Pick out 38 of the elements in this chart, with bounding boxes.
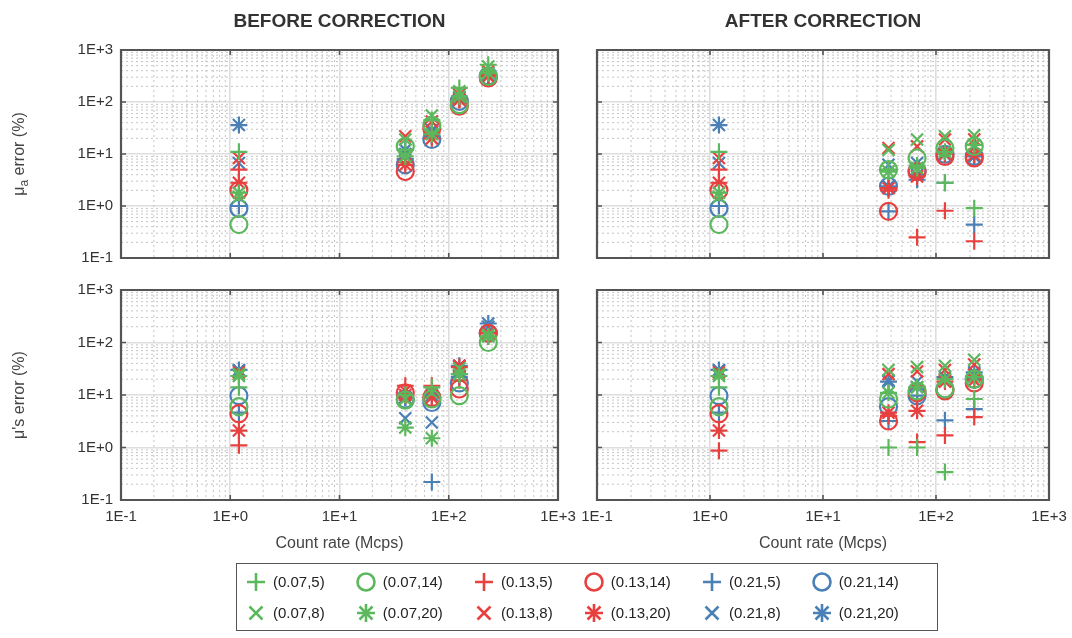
legend-label: (0.21,14) xyxy=(838,573,899,590)
y-tick-label: 1E+0 xyxy=(77,196,113,214)
y-tick-label: 1E+2 xyxy=(77,92,113,110)
x-tick-label: 1E-1 xyxy=(105,507,137,525)
chart-title: AFTER CORRECTION xyxy=(724,10,922,32)
y-axis-title: μ's error (%) xyxy=(10,351,28,439)
x-axis-title: Count rate (Mcps) xyxy=(275,534,404,552)
x-tick-label: 1E-1 xyxy=(581,507,613,525)
y-tick-label: 1E+1 xyxy=(77,385,113,403)
y-tick-label: 1E+2 xyxy=(77,332,113,350)
x-tick-label: 1E+0 xyxy=(212,507,248,525)
x-tick-label: 1E+0 xyxy=(692,507,728,525)
legend-label: (0.13,20) xyxy=(610,604,671,621)
y-tick-label: 1E+3 xyxy=(77,280,113,298)
chart-title: BEFORE CORRECTION xyxy=(233,10,446,32)
y-tick-label: 1E+0 xyxy=(77,437,113,455)
legend-label: (0.07,20) xyxy=(382,604,443,621)
legend-label: (0.07,8) xyxy=(273,604,325,621)
legend-label: (0.13,5) xyxy=(501,573,553,590)
x-tick-label: 1E+1 xyxy=(321,507,358,525)
y-tick-label: 1E+3 xyxy=(77,40,113,58)
x-tick-label: 1E+2 xyxy=(918,507,954,525)
legend-label: (0.21,5) xyxy=(729,573,781,590)
x-tick-label: 1E+1 xyxy=(805,507,841,525)
x-tick-label: 1E+3 xyxy=(540,507,576,525)
y-tick-label: 1E-1 xyxy=(81,490,113,508)
x-axis-title: Count rate (Mcps) xyxy=(758,534,888,552)
x-tick-label: 1E+3 xyxy=(1031,507,1067,525)
legend-label: (0.13,8) xyxy=(501,604,553,621)
legend-label: (0.13,14) xyxy=(610,573,671,590)
legend-label: (0.21,8) xyxy=(729,604,781,621)
y-tick-label: 1E+1 xyxy=(77,144,113,162)
x-tick-label: 1E+2 xyxy=(431,507,467,525)
y-tick-label: 1E-1 xyxy=(81,248,113,266)
legend-label: (0.21,20) xyxy=(838,604,899,621)
legend-label: (0.07,14) xyxy=(382,573,443,590)
y-axis-title: μa error (%) xyxy=(10,112,32,196)
legend-label: (0.07,5) xyxy=(273,573,325,590)
